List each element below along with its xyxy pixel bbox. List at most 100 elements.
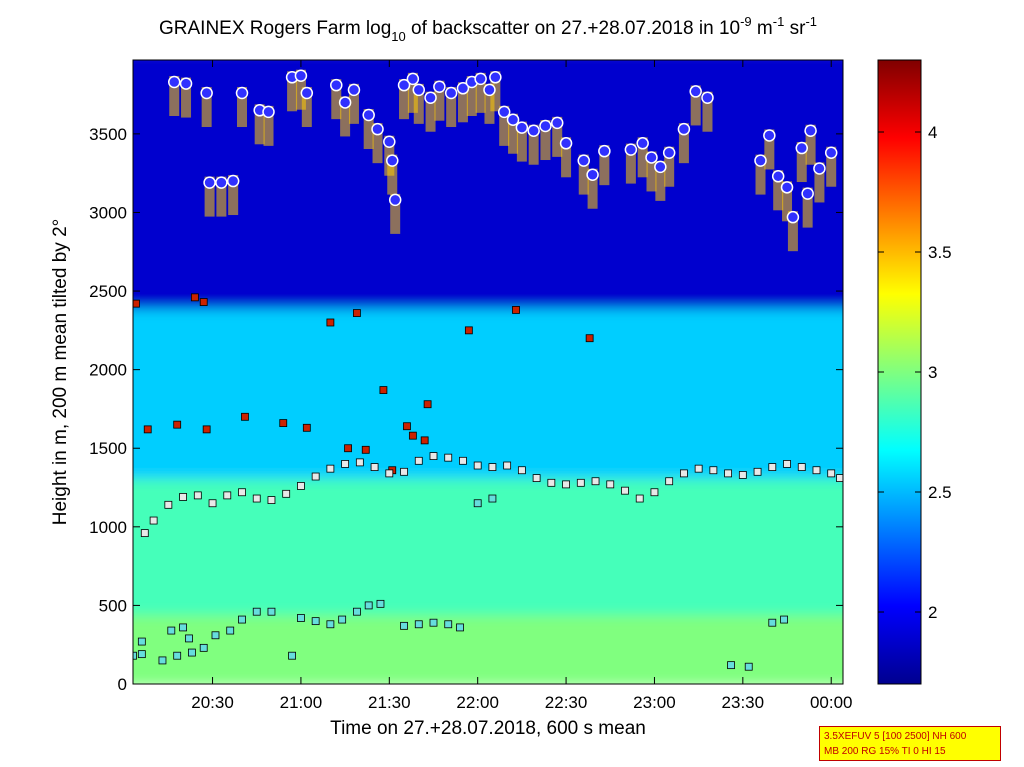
- cloud-patch: [599, 145, 610, 186]
- upper-layer-marker: [585, 334, 594, 343]
- upper-layer-marker: [379, 386, 388, 394]
- mixed-layer-top-marker: [606, 480, 615, 489]
- layer-residual-layer: [133, 296, 843, 479]
- cloud-patch: [499, 105, 510, 146]
- mixed-layer-top-marker: [591, 477, 600, 486]
- cloud-patch: [446, 87, 457, 128]
- lower-layer-marker: [173, 651, 182, 660]
- cloud-patch: [578, 154, 589, 195]
- cloud-base-marker: [203, 176, 216, 189]
- upper-layer-marker: [361, 445, 370, 454]
- upper-layer-marker: [353, 309, 361, 317]
- cloud-patch: [678, 123, 689, 164]
- mixed-layer-top-marker: [341, 460, 350, 468]
- cloud-base-marker: [577, 154, 590, 167]
- mixed-layer-top-marker: [738, 471, 747, 479]
- mixed-layer-top-marker: [473, 461, 482, 470]
- cloud-base-marker: [433, 80, 446, 93]
- colorbar: [877, 59, 922, 685]
- cloud-base-marker: [483, 83, 496, 97]
- cloud-base-marker: [754, 154, 767, 167]
- lower-layer-marker: [288, 651, 296, 660]
- cloud-patch: [387, 154, 398, 195]
- x-tick-label: 00:00: [810, 693, 853, 712]
- cloud-base-marker: [167, 75, 181, 89]
- cloud-patch: [407, 72, 418, 113]
- cloud-patch: [237, 87, 248, 128]
- cloud-base-marker: [515, 121, 529, 134]
- layer-surface: [133, 603, 843, 684]
- cloud-base-marker: [383, 135, 396, 148]
- cloud-patch: [773, 170, 784, 211]
- cloud-patch: [702, 91, 713, 132]
- mixed-layer-top-marker: [724, 469, 733, 478]
- lower-layer-marker: [353, 607, 361, 616]
- heatmap-layers: [133, 60, 843, 684]
- colorbar-tick-label: 3: [928, 363, 937, 382]
- mixed-layer-top-marker: [149, 516, 158, 525]
- mixed-layer-top-marker: [282, 489, 291, 498]
- cloud-patch: [287, 71, 298, 112]
- mixed-layer-top-marker: [635, 494, 644, 503]
- cloud-patch: [755, 154, 766, 195]
- mixed-layer-top-marker: [252, 494, 261, 503]
- cloud-base-marker: [262, 105, 275, 119]
- upper-layer-marker: [344, 444, 352, 453]
- cloud-base-marker: [636, 137, 649, 150]
- cloud-base-marker: [701, 91, 714, 104]
- cloud-base-marker: [795, 141, 809, 155]
- mixed-layer-top-marker: [827, 469, 836, 478]
- cloud-base-marker: [386, 154, 399, 167]
- upper-layer-marker: [199, 298, 208, 306]
- mixed-layer-top-marker: [311, 472, 320, 481]
- lower-layer-marker: [158, 656, 167, 665]
- cloud-patch: [181, 77, 192, 118]
- mixed-layer-top-marker: [326, 464, 335, 473]
- cloud-base-marker: [179, 77, 193, 90]
- cloud-patch: [254, 104, 265, 145]
- y-tick-label: 1500: [89, 439, 127, 458]
- cloud-base-marker: [654, 160, 667, 174]
- cloud-patch: [805, 124, 816, 165]
- lower-layer-marker: [429, 618, 438, 627]
- cloud-base-marker: [677, 122, 691, 136]
- lower-layer-marker: [167, 626, 176, 635]
- plot-area: [133, 60, 843, 684]
- cloud-base-marker: [474, 72, 487, 86]
- mixed-layer-top-marker: [208, 499, 217, 508]
- upper-layer-marker: [190, 293, 199, 302]
- mixed-layer-top-marker: [547, 478, 556, 487]
- cloud-patch: [540, 120, 551, 161]
- mixed-layer-top-marker: [532, 474, 541, 482]
- mixed-layer-top-marker: [193, 491, 202, 500]
- mixed-layer-top-marker: [709, 466, 718, 475]
- cloud-base-marker: [645, 151, 658, 164]
- lower-layer-marker: [780, 615, 788, 624]
- cloud-base-marker: [559, 137, 573, 150]
- lower-layer-marker: [414, 620, 423, 629]
- mixed-layer-top-marker: [164, 500, 173, 509]
- x-axis: 20:30 21:00 21:30 22:00 22:30 23:00 23:30 00:00: [191, 60, 852, 712]
- lower-layer-marker: [444, 620, 453, 629]
- cloud-patch: [348, 83, 359, 124]
- colorbar-tick-label: 2: [928, 603, 937, 622]
- upper-layer-marker: [133, 299, 140, 308]
- cloud-base-marker: [624, 143, 638, 156]
- cloud-base-marker: [804, 124, 817, 137]
- lower-layer-marker: [364, 601, 373, 610]
- lower-layer-marker: [211, 631, 220, 640]
- cloud-patch: [301, 87, 312, 128]
- cloud-patch: [587, 168, 598, 209]
- mixed-layer-top-marker: [370, 463, 379, 471]
- x-tick-label: 23:00: [633, 693, 676, 712]
- cloud-base-marker: [300, 86, 314, 100]
- processing-info-box: 3.5XEFUV 5 [100 2500] NH 600 MB 200 RG 1…: [819, 726, 1001, 761]
- cloud-base-marker: [215, 176, 228, 189]
- lower-layer-marker: [768, 618, 777, 627]
- upper-layer-marker: [241, 412, 249, 421]
- upper-layer-marker: [202, 425, 211, 434]
- cloud-patch: [516, 121, 527, 162]
- cloud-base-marker: [330, 78, 343, 92]
- y-axis: 0 500 1000 1500 2000 2500 3000 3500: [89, 125, 843, 694]
